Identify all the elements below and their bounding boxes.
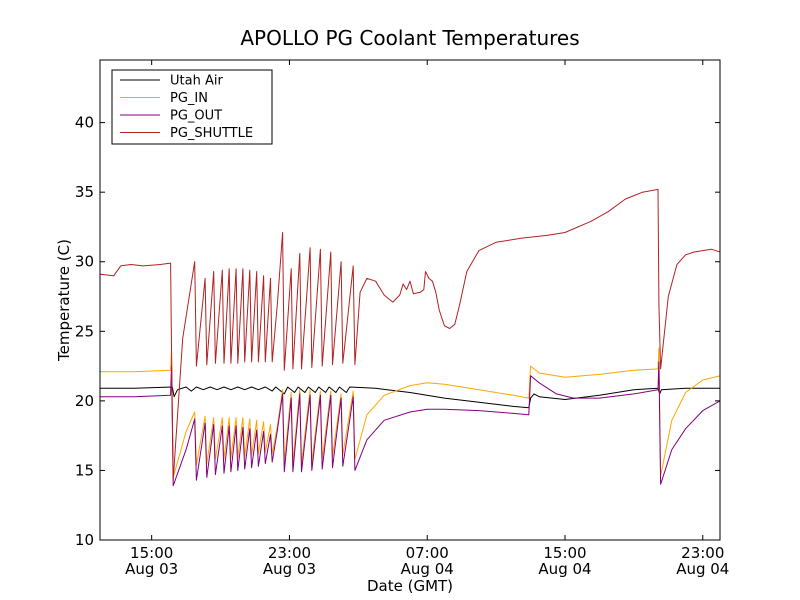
x-tick-label-time: 07:00: [406, 544, 449, 562]
y-tick-label: 35: [75, 183, 94, 201]
legend-label-pg-in: PG_IN: [170, 91, 208, 106]
legend-label-utah-air: Utah Air: [170, 74, 223, 89]
y-tick-label: 30: [75, 253, 94, 271]
series-line-pg-out: [100, 361, 720, 487]
series-line-utah-air: [100, 386, 720, 409]
y-tick-label: 40: [75, 114, 94, 132]
x-tick-label-time: 23:00: [681, 544, 724, 562]
x-axis-label: Date (GMT): [367, 577, 453, 595]
legend-label-pg-shuttle: PG_SHUTTLE: [170, 126, 253, 141]
series-layer: [100, 188, 720, 487]
y-tick-label: 10: [75, 531, 94, 549]
x-tick-label-date: Aug 04: [401, 560, 454, 578]
legend-label-pg-out: PG_OUT: [170, 109, 222, 124]
series-line-pg-shuttle: [100, 188, 720, 481]
chart-title: APOLLO PG Coolant Temperatures: [240, 26, 579, 50]
x-tick-label-date: Aug 03: [263, 560, 316, 578]
x-tick-label-time: 15:00: [130, 544, 173, 562]
legend: Utah Air PG_IN PG_OUT PG_SHUTTLE: [111, 69, 273, 145]
y-axis-label: Temperature (C): [55, 239, 73, 362]
x-tick-label-date: Aug 04: [676, 560, 729, 578]
x-tick-label-time: 15:00: [543, 544, 586, 562]
x-tick-label-date: Aug 04: [538, 560, 591, 578]
legend-box: [111, 69, 273, 145]
plot-frame: [99, 59, 721, 541]
x-tick-label-time: 23:00: [268, 544, 311, 562]
y-tick-label: 15: [75, 461, 94, 479]
y-tick-label: 25: [75, 322, 94, 340]
x-tick-label-date: Aug 03: [125, 560, 178, 578]
y-tick-label: 20: [75, 392, 94, 410]
